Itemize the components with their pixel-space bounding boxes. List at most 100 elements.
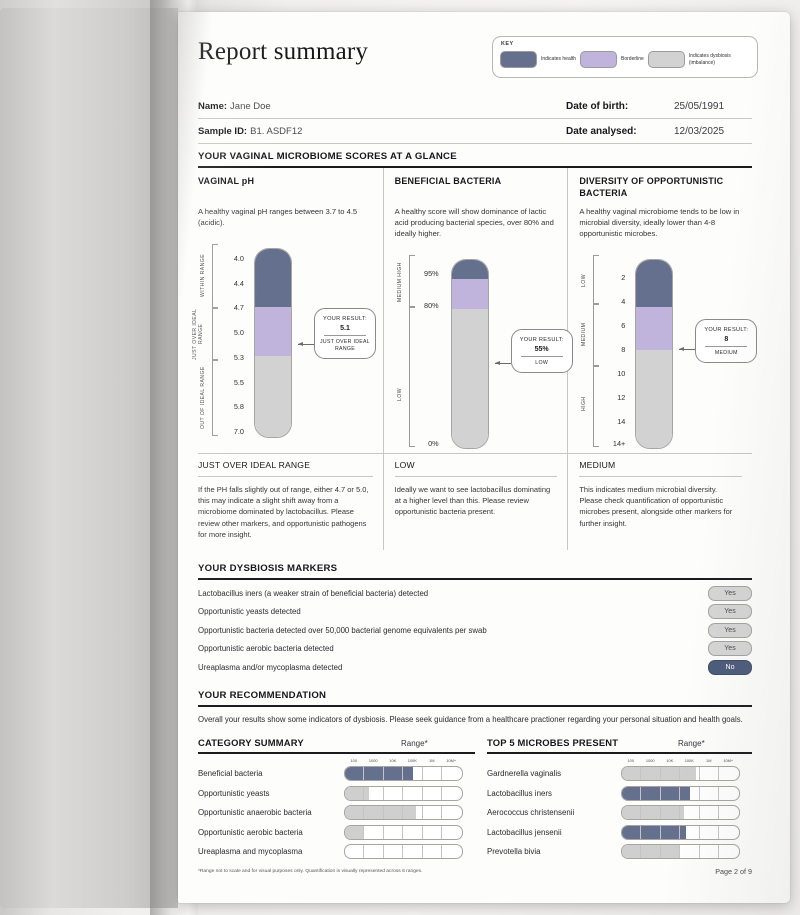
status-badge[interactable]: Yes: [708, 585, 752, 601]
range-bar-cell: [345, 845, 365, 859]
verdict-row: JUST OVER IDEAL RANGE If the PH falls sl…: [198, 453, 752, 551]
range-bar-fill: [345, 825, 364, 839]
range-bar-cell: [622, 806, 642, 820]
ph-segment-dysbiosis: [255, 356, 291, 437]
bar-row-label: Opportunistic anaerobic bacteria: [198, 808, 312, 818]
beneficial-result-value: 55%: [534, 346, 549, 353]
range-bar-cell: [442, 845, 461, 858]
microbes-scale-5: 10M+: [723, 758, 734, 764]
scores-columns: VAGINAL pH A healthy vaginal pH ranges b…: [192, 168, 758, 453]
range-bar-cell: [660, 786, 681, 800]
beneficial-callout-arrow: [494, 360, 511, 365]
range-bar: [344, 766, 463, 782]
range-bar-cell: [680, 786, 700, 800]
table-row: Opportunistic aerobic bacteria: [198, 823, 475, 843]
range-bar: [344, 824, 463, 840]
range-bar-cell: [680, 806, 700, 820]
verdict-beneficial-title: LOW: [394, 460, 558, 477]
table-row: Beneficial bacteria: [198, 764, 475, 784]
score-column-beneficial: BENEFICIAL BACTERIA A healthy score will…: [382, 168, 573, 453]
range-bar-fill: [622, 767, 641, 781]
category-summary: CATEGORY SUMMARY Range* 100 1000 10K 100…: [198, 737, 475, 862]
ph-tick-2: 4.7: [233, 303, 244, 312]
status-badge[interactable]: No: [708, 659, 752, 675]
beneficial-result-callout: YOUR RESULT: 55% LOW: [510, 329, 573, 373]
bar-row-label: Prevotella bivia: [487, 847, 541, 857]
verdict-ph-text: If the PH falls slightly out of range, e…: [198, 485, 369, 539]
range-bar-fill: [364, 767, 383, 781]
status-badge[interactable]: Yes: [708, 641, 752, 657]
dysbiosis-list: Lactobacillus iners (a weaker strain of …: [198, 580, 752, 677]
dysbiosis-text-1: Opportunistic yeasts detected: [198, 607, 301, 617]
ph-tick-4: 5.3: [233, 353, 244, 362]
ph-heading: VAGINAL pH: [198, 176, 255, 186]
range-bar-cell: [442, 826, 461, 839]
range-bar-cell: [384, 786, 404, 800]
diversity-tick-3: 8: [621, 345, 626, 354]
range-bar-fill: [660, 767, 680, 781]
ph-bracket-within: [212, 244, 218, 308]
ph-bracket-just-over: [212, 308, 218, 360]
range-bar-cell: [700, 767, 720, 781]
range-bar-cell: [641, 825, 661, 839]
ph-band-out: OUT OF IDEAL RANGE: [200, 366, 206, 430]
category-scale-4: 1M: [429, 758, 435, 764]
range-bar: [621, 844, 740, 860]
bar-row-label: Aerococcus christensenii: [487, 808, 575, 818]
range-bar-cell: [403, 767, 423, 781]
beneficial-band-medium-high: MEDIUM HIGH: [396, 262, 403, 302]
range-bar-fill: [660, 806, 680, 820]
beneficial-tick-2: 0%: [428, 439, 439, 448]
diversity-segment-health: [636, 260, 673, 307]
category-scale-0: 100: [350, 758, 358, 764]
range-bar-cell: [641, 845, 661, 859]
ph-bracket-out: [212, 360, 218, 436]
footnote: *Range not to scale and for visual purpo…: [198, 868, 423, 874]
diversity-band-high: HIGH: [581, 396, 588, 412]
range-bar-cell: [719, 826, 738, 839]
diversity-description: A healthy vaginal microbiome tends to be…: [579, 207, 740, 238]
diversity-tick-0: 2: [621, 273, 626, 282]
table-row: Gardnerella vaginalis: [487, 764, 752, 784]
range-bar-fill: [622, 825, 641, 839]
bottom-summaries: CATEGORY SUMMARY Range* 100 1000 10K 100…: [198, 737, 752, 862]
range-bar-cell: [442, 787, 461, 800]
range-bar-cell: [364, 786, 384, 800]
status-badge[interactable]: Yes: [708, 604, 752, 620]
range-bar-cell: [403, 786, 423, 800]
dob-value: 25/05/1991: [674, 100, 725, 112]
score-column-diversity: DIVERSITY OF OPPORTUNISTIC BACTERIA A he…: [567, 168, 758, 453]
page-title: Report summary: [198, 38, 369, 65]
range-bar-fill: [345, 767, 364, 781]
sample-label: Sample ID:: [198, 125, 248, 137]
range-bar-cell: [680, 845, 700, 859]
table-row: Lactobacillus jensenii: [487, 823, 752, 843]
ph-result-callout: YOUR RESULT: 5.1 JUST OVER IDEAL RANGE: [314, 308, 376, 359]
table-row: Ureaplasma and mycoplasma: [198, 842, 475, 862]
bar-row-label: Lactobacillus jensenii: [487, 827, 562, 837]
range-bar-cell: [423, 806, 443, 820]
microbes-scale-2: 10K: [666, 758, 674, 764]
range-bar-cell: [384, 845, 404, 859]
scores-heading: YOUR VAGINAL MICROBIOME SCORES AT A GLAN…: [198, 144, 752, 168]
ph-gauge: WITHIN RANGE JUST OVER IDEAL RANGE OUT O…: [192, 242, 376, 442]
category-summary-heading: CATEGORY SUMMARY: [198, 737, 304, 749]
range-bar-cell: [660, 806, 681, 820]
diversity-tick-6: 14: [617, 417, 626, 426]
range-bar-fill: [660, 845, 680, 859]
range-bar-cell: [345, 767, 365, 781]
range-bar-fill: [622, 786, 641, 800]
range-bar-fill: [364, 806, 383, 820]
range-bar-cell: [700, 806, 720, 820]
dysbiosis-text-2: Opportunistic bacteria detected over 50,…: [198, 625, 487, 635]
top-microbes-range-label: Range*: [678, 739, 705, 749]
beneficial-band-low: LOW: [396, 388, 403, 402]
range-bar-cell: [364, 806, 384, 820]
diversity-bracket-low: [593, 255, 600, 305]
table-row: Opportunistic yeasts: [198, 784, 475, 804]
range-bar-cell: [364, 825, 384, 839]
legend-swatch-borderline: [580, 51, 618, 68]
verdict-diversity: MEDIUM This indicates medium microbial d…: [567, 454, 752, 551]
range-bar-fill: [622, 845, 641, 859]
status-badge[interactable]: Yes: [708, 622, 752, 638]
